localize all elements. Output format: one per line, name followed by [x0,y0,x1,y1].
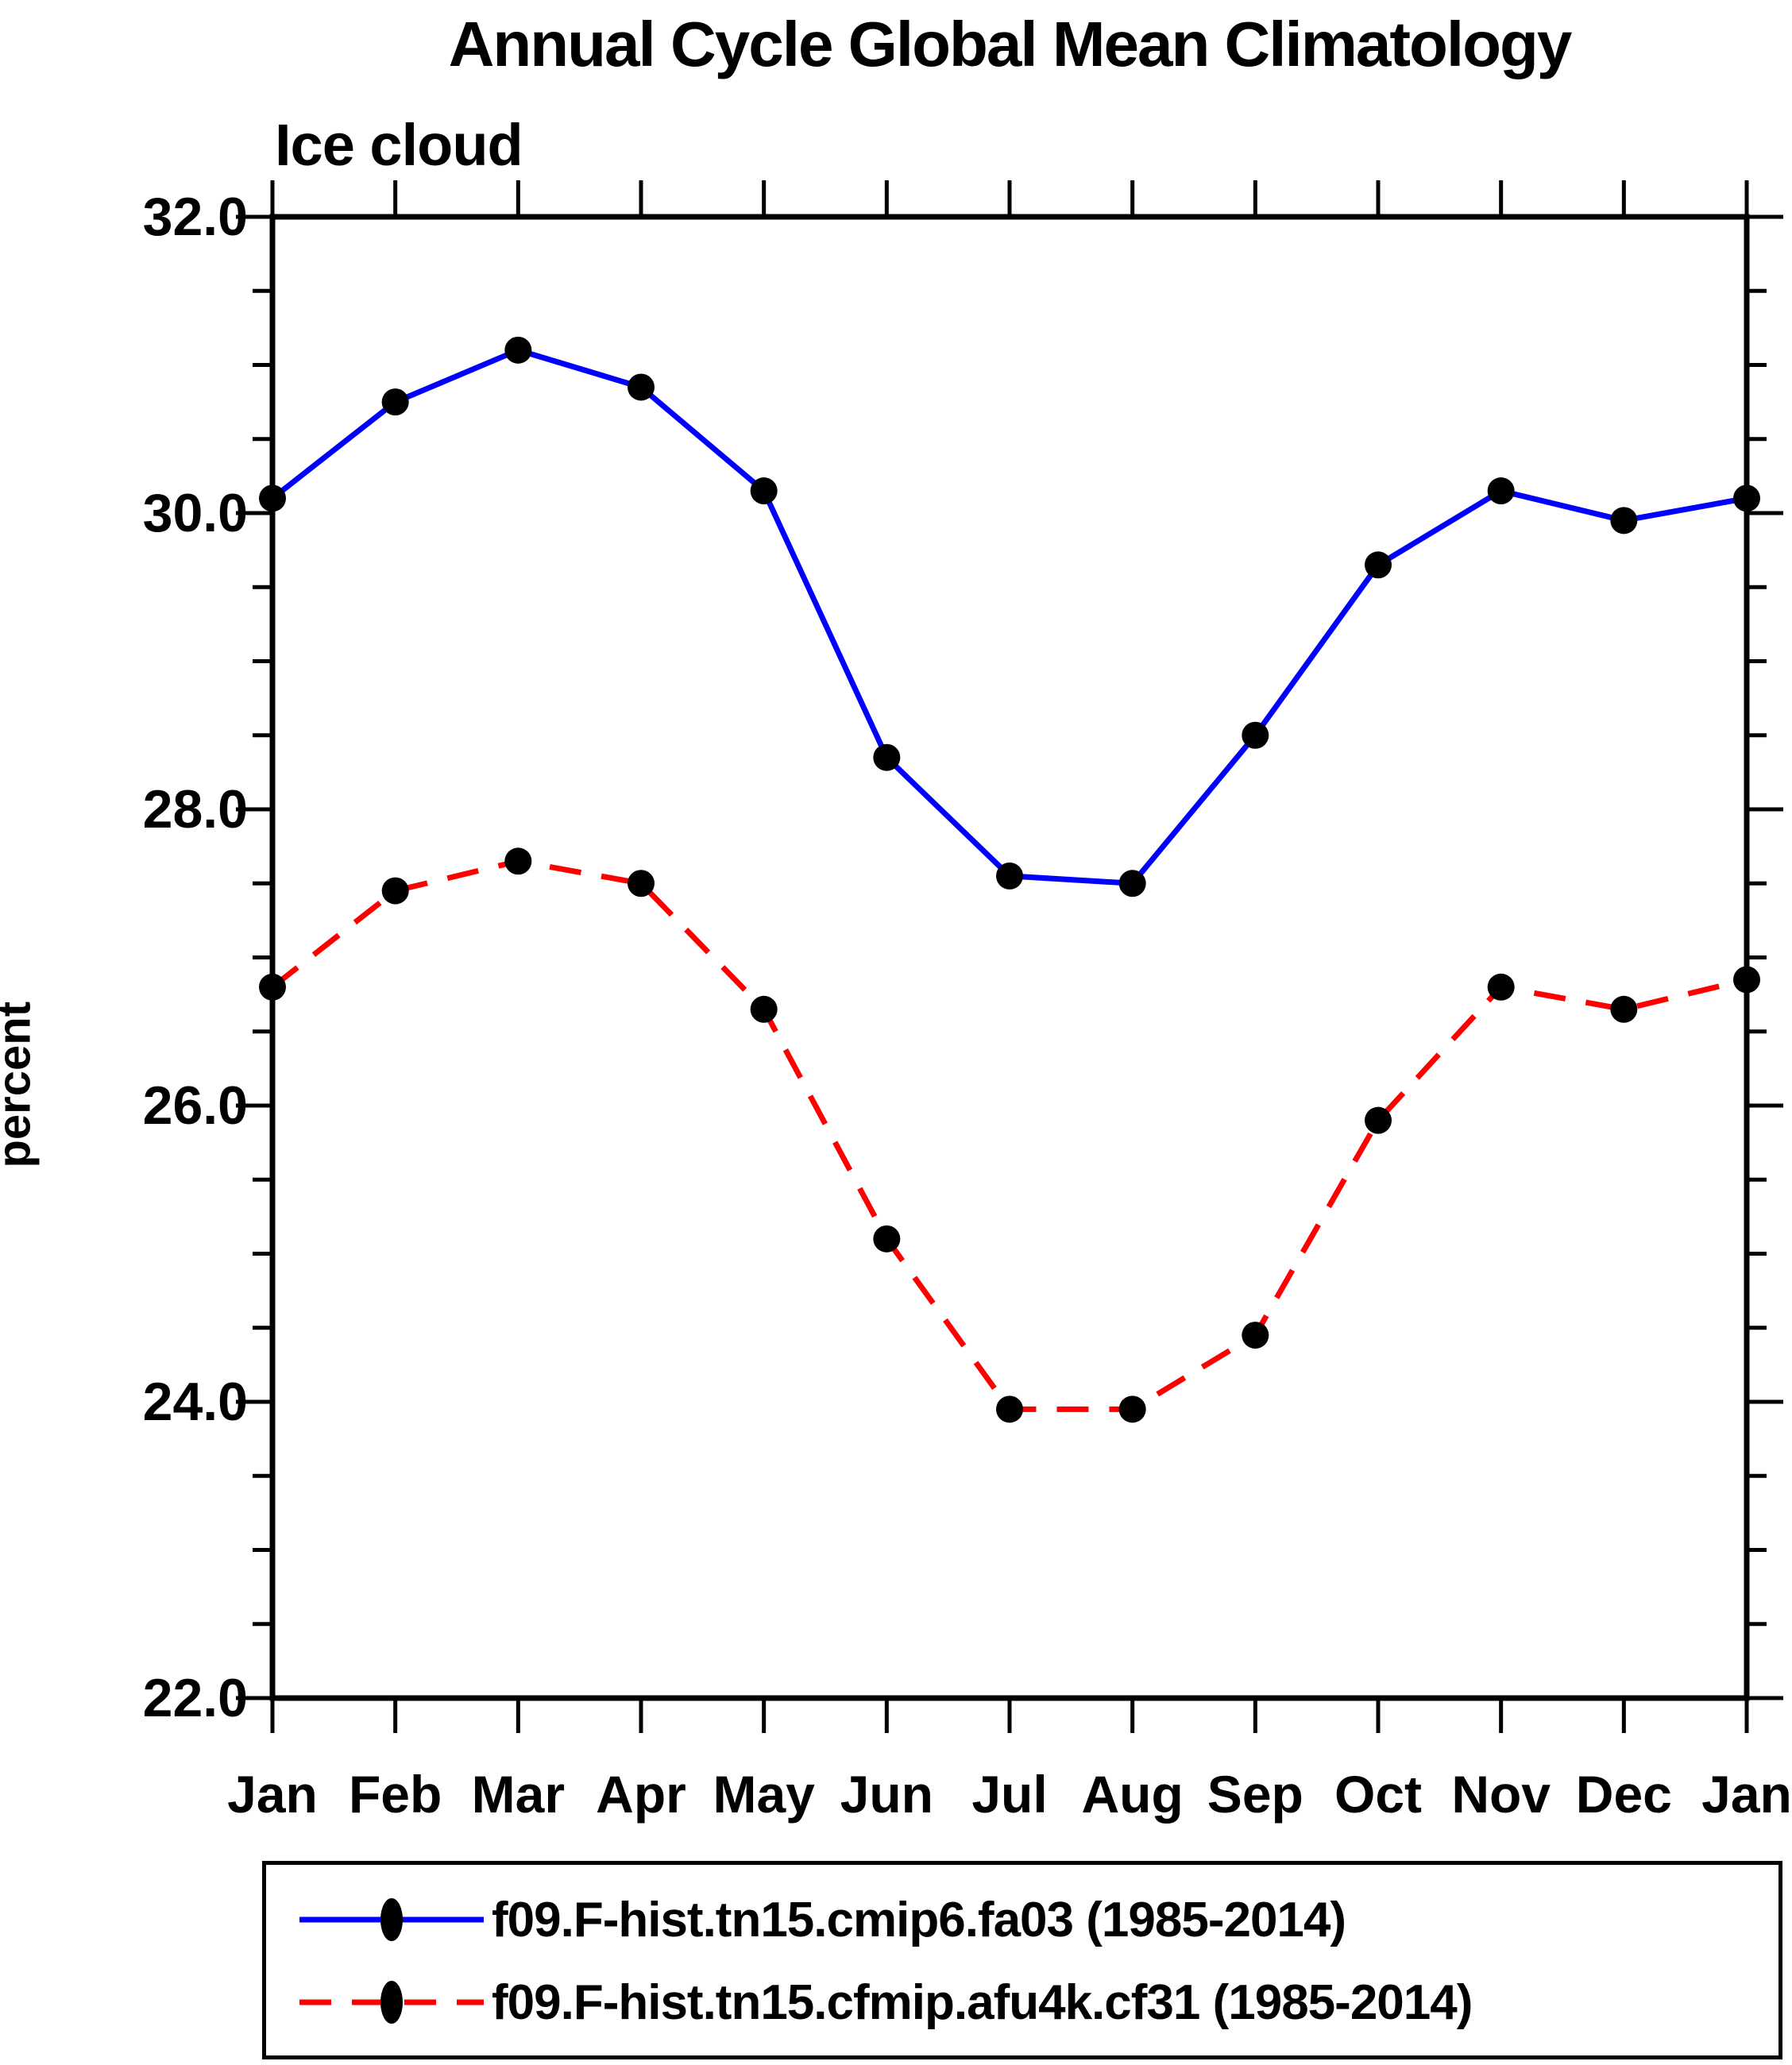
data-point-marker [259,973,286,1001]
data-point-marker [1610,995,1638,1023]
x-tick-label: Jan [227,1765,318,1824]
data-point-marker [1733,966,1760,994]
data-point-marker [1118,870,1146,897]
y-tick-label: 30.0 [143,483,248,543]
y-tick-label: 32.0 [143,187,248,247]
series-line-1 [270,347,1748,886]
series-line-2 [270,858,1748,1412]
x-tick-label: Apr [596,1765,686,1824]
y-tick-label: 22.0 [143,1668,248,1728]
data-point-marker [1610,507,1638,535]
y-tick-label: 26.0 [143,1075,248,1136]
data-point-marker [873,743,901,771]
data-point-marker [504,847,532,875]
x-tick-label: Sep [1207,1765,1303,1824]
data-point-marker [1118,1395,1146,1423]
legend-sample-solid-line [299,1898,484,1941]
y-tick-label: 28.0 [143,779,248,840]
data-point-marker [1487,973,1515,1001]
chart-subtitle: Ice cloud [275,112,523,178]
data-point-marker [996,1395,1023,1423]
data-point-marker [381,388,409,416]
legend-item-series-2: f09.F-hist.tn15.cfmip.afu4k.cf31 (1985-2… [296,1967,1473,2038]
data-point-marker [628,870,655,897]
x-tick-label: Feb [349,1765,442,1824]
legend-label-series-2: f09.F-hist.tn15.cfmip.afu4k.cf31 (1985-2… [492,1974,1473,2030]
x-tick-label: May [713,1765,815,1824]
x-tick-label: Mar [472,1765,565,1824]
x-tick-label: Jun [840,1765,933,1824]
legend-marker-dot [380,1981,403,2024]
data-point-marker [628,373,655,401]
data-point-marker [1242,721,1269,749]
x-tick-label: Jul [971,1765,1047,1824]
data-point-marker [259,484,286,512]
data-point-marker [1365,551,1392,579]
x-tick-label: Nov [1451,1765,1551,1824]
legend-label-series-1: f09.F-hist.tn15.cmip6.fa03 (1985-2014) [492,1892,1346,1947]
data-point-marker [873,1225,901,1253]
legend-sample-dashed-line [299,1981,484,2024]
data-point-marker [996,862,1023,890]
legend-marker-dot [380,1898,403,1941]
data-point-marker [1733,484,1760,512]
x-tick-label: Oct [1334,1765,1422,1824]
data-point-marker [750,477,778,505]
data-point-marker [504,336,532,364]
data-point-marker [1242,1322,1269,1349]
data-point-marker [1365,1106,1392,1134]
y-tick-label: 24.0 [143,1372,248,1432]
legend-item-series-1: f09.F-hist.tn15.cmip6.fa03 (1985-2014) [296,1884,1346,1955]
x-tick-label: Dec [1576,1765,1672,1824]
data-point-marker [1487,477,1515,505]
x-tick-label: Aug [1082,1765,1184,1824]
plot-frame [269,214,1750,1701]
x-tick-label: Jan [1701,1765,1792,1824]
data-point-marker [750,995,778,1023]
chart-title: Annual Cycle Global Mean Climatology [448,9,1573,79]
data-point-marker [381,877,409,905]
legend-box: f09.F-hist.tn15.cmip6.fa03 (1985-2014) f… [262,1861,1782,2059]
